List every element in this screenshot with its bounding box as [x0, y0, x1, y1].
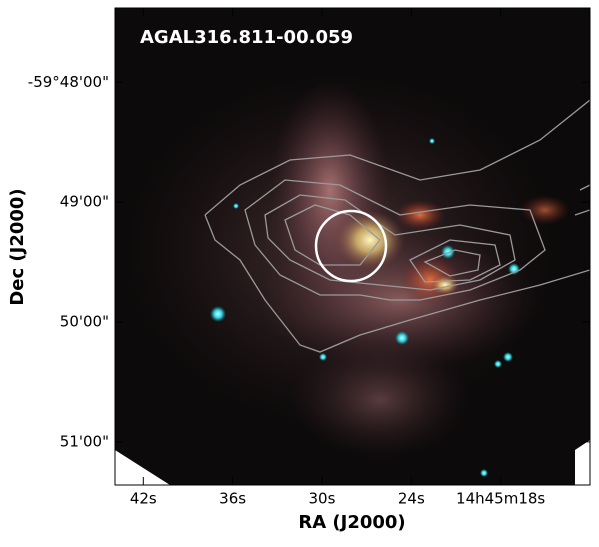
y-axis-label: Dec (J2000): [7, 188, 28, 305]
y-tick-label: 51'00": [60, 432, 109, 450]
x-tick-label: 30s: [309, 490, 336, 508]
chart-title: AGAL316.811-00.059: [140, 27, 353, 48]
x-tick-label: 42s: [130, 490, 157, 508]
y-tick-label: -59°48'00": [28, 73, 109, 91]
plot-frame: [114, 7, 591, 486]
y-tick-label: 49'00": [60, 193, 109, 211]
x-tick-label: 36s: [219, 490, 246, 508]
sky-image: [115, 8, 590, 485]
x-tick-label: 24s: [398, 490, 425, 508]
x-tick-label: 14h45m18s: [456, 490, 545, 508]
x-axis-label: RA (J2000): [298, 512, 405, 533]
y-tick-label: 50'00": [60, 313, 109, 331]
